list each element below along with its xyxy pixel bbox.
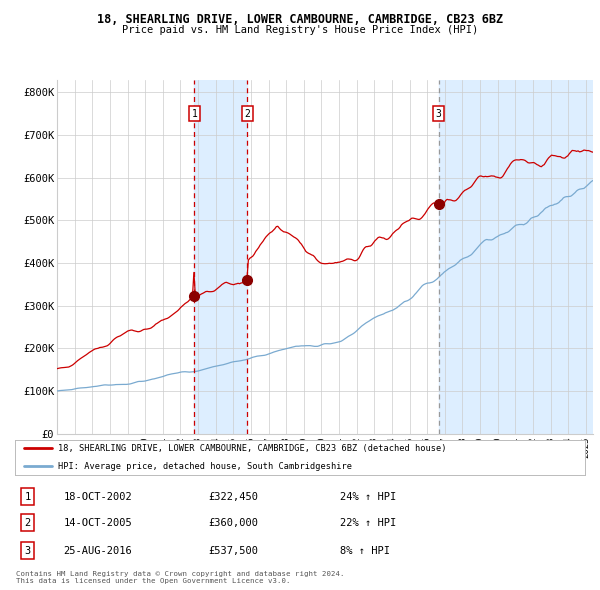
Text: 1: 1	[191, 109, 197, 119]
Text: Price paid vs. HM Land Registry's House Price Index (HPI): Price paid vs. HM Land Registry's House …	[122, 25, 478, 35]
Text: 24% ↑ HPI: 24% ↑ HPI	[340, 491, 396, 502]
Text: 25-AUG-2016: 25-AUG-2016	[64, 546, 132, 556]
Text: 3: 3	[25, 546, 31, 556]
Text: 1: 1	[25, 491, 31, 502]
Text: HPI: Average price, detached house, South Cambridgeshire: HPI: Average price, detached house, Sout…	[58, 461, 352, 471]
Text: 22% ↑ HPI: 22% ↑ HPI	[340, 518, 396, 527]
Text: Contains HM Land Registry data © Crown copyright and database right 2024.
This d: Contains HM Land Registry data © Crown c…	[16, 571, 344, 584]
Text: 18, SHEARLING DRIVE, LOWER CAMBOURNE, CAMBRIDGE, CB23 6BZ: 18, SHEARLING DRIVE, LOWER CAMBOURNE, CA…	[97, 13, 503, 26]
Bar	[439, 80, 593, 434]
Bar	[194, 80, 247, 434]
Text: 18-OCT-2002: 18-OCT-2002	[64, 491, 132, 502]
Text: 18, SHEARLING DRIVE, LOWER CAMBOURNE, CAMBRIDGE, CB23 6BZ (detached house): 18, SHEARLING DRIVE, LOWER CAMBOURNE, CA…	[58, 444, 446, 453]
Text: 14-OCT-2005: 14-OCT-2005	[64, 518, 132, 527]
Text: 3: 3	[436, 109, 442, 119]
Text: £322,450: £322,450	[209, 491, 259, 502]
Text: 2: 2	[25, 518, 31, 527]
Text: £360,000: £360,000	[209, 518, 259, 527]
Text: 2: 2	[244, 109, 250, 119]
Text: 8% ↑ HPI: 8% ↑ HPI	[340, 546, 390, 556]
Text: £537,500: £537,500	[209, 546, 259, 556]
